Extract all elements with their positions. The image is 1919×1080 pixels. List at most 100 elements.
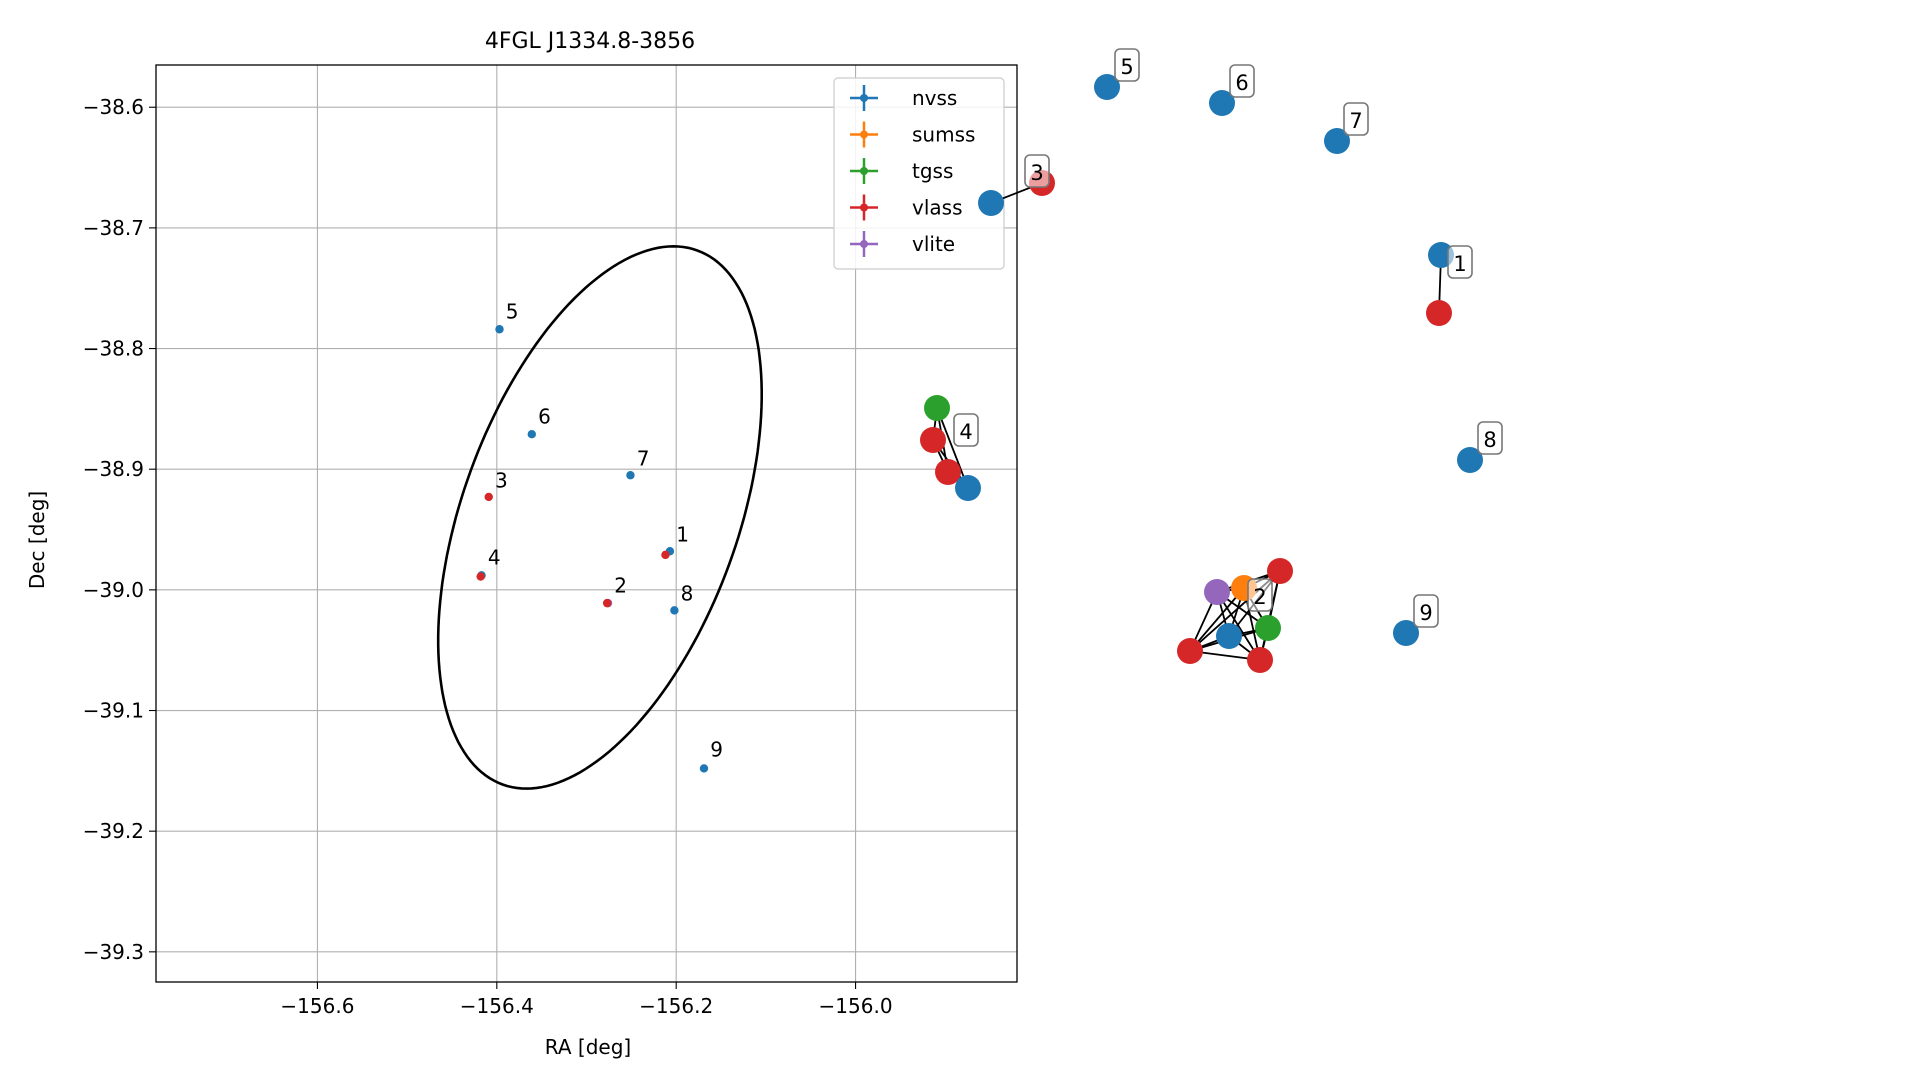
network-label: 9: [1413, 594, 1439, 628]
y-axis-ticks: −38.6 −38.7 −38.8 −38.9 −39.0 −39.1 −39.2 −39.3: [83, 95, 156, 964]
nvss-node: [1324, 128, 1350, 154]
network-label-text: 6: [1235, 71, 1248, 95]
tgss-node: [924, 395, 950, 421]
localization-ellipse-layer: [436, 244, 763, 790]
x-tick-label: −156.2: [639, 994, 713, 1018]
vlass-node: [1426, 300, 1452, 326]
legend-label: vlite: [912, 232, 955, 256]
source-label: 7: [637, 447, 650, 471]
source-label: 8: [681, 582, 694, 606]
network-label-text: 7: [1349, 109, 1362, 133]
grid-lines: [156, 65, 1017, 982]
network-label: 5: [1114, 48, 1140, 82]
y-tick-label: −39.3: [83, 940, 144, 964]
network-label: 2: [1247, 578, 1273, 612]
network-label-box: [1477, 421, 1503, 455]
network-label-text: 2: [1253, 585, 1266, 609]
nvss-point: [699, 764, 709, 773]
x-tick-label: −156.6: [280, 994, 354, 1018]
y-tick-label: −38.6: [83, 95, 144, 119]
network-label: 7: [1343, 102, 1369, 136]
x-tick-label: −156.0: [819, 994, 893, 1018]
y-tick-label: −38.8: [83, 337, 144, 361]
legend-label: nvss: [912, 86, 957, 110]
vlass-node: [1267, 558, 1293, 584]
tgss-node: [1255, 615, 1281, 641]
y-axis-label: Dec [deg]: [25, 491, 49, 589]
source-points: [476, 325, 709, 773]
nvss-point: [626, 471, 635, 480]
nvss-node: [1209, 90, 1235, 116]
legend: nvss sumss tgss vlass vlite: [833, 77, 1005, 270]
source-label: 3: [495, 468, 508, 492]
legend-marker-dot: [860, 203, 868, 212]
vlass-point: [484, 492, 493, 502]
source-label: 4: [488, 546, 501, 570]
network-edge: [1216, 591, 1261, 661]
network-label: 3: [1024, 154, 1050, 188]
nvss-node: [1094, 74, 1120, 100]
y-tick-label: −39.2: [83, 819, 144, 843]
y-tick-label: −38.7: [83, 216, 144, 240]
network-label: 1: [1447, 245, 1473, 279]
network-label-text: 5: [1120, 55, 1133, 79]
legend-label: vlass: [912, 196, 963, 220]
legend-box: [833, 77, 1005, 270]
network-label-text: 3: [1030, 161, 1043, 185]
x-axis-label: RA [deg]: [545, 1035, 631, 1059]
nvss-point: [670, 606, 679, 615]
network-label-box: [1247, 578, 1273, 612]
nvss-node: [978, 190, 1004, 216]
nvss-point: [495, 325, 504, 334]
legend-marker-dot: [860, 94, 868, 102]
vlass-point: [602, 598, 612, 608]
vlass-point: [476, 572, 485, 581]
vlass-point: [661, 550, 670, 560]
vlass-node: [935, 459, 961, 485]
network-label-box: [1024, 154, 1050, 188]
nvss-node: [1216, 623, 1242, 649]
network-label-text: 4: [959, 420, 972, 444]
source-label: 2: [614, 573, 627, 597]
legend-label: tgss: [912, 159, 953, 183]
nvss-node: [1393, 620, 1419, 646]
legend-label: sumss: [912, 123, 975, 147]
vlass-node: [1177, 638, 1203, 664]
network-label-box: [1229, 64, 1255, 98]
chart-title: 4FGL J1334.8-3856: [485, 29, 695, 54]
network-label-text: 1: [1453, 252, 1466, 276]
network-label: 8: [1477, 421, 1503, 455]
x-tick-label: −156.4: [460, 994, 534, 1018]
y-tick-label: −38.9: [83, 457, 144, 481]
x-axis-ticks: −156.6 −156.4 −156.2 −156.0: [280, 982, 893, 1018]
legend-item-nvss: nvss: [850, 85, 957, 111]
localization-ellipse: [436, 244, 763, 790]
network-label-box: [1413, 594, 1439, 628]
source-label: 9: [710, 737, 723, 761]
legend-marker-dot: [860, 240, 868, 248]
legend-marker-dot: [860, 167, 868, 175]
vlass-node: [920, 427, 946, 453]
network-label-box: [953, 413, 979, 447]
y-tick-label: −39.0: [83, 578, 144, 602]
sky-plot: 5 6 7 3 1 4 2 8 9 −156.6 −156.4 −156.2 −156.0 −38.6…: [25, 29, 1018, 1059]
network-edges: [932, 182, 1442, 661]
legend-item-vlass: vlass: [850, 194, 963, 221]
legend-item-tgss: tgss: [850, 158, 953, 184]
legend-marker-dot: [860, 130, 868, 139]
source-labels: 5 6 7 3 1 4 2 8 9: [488, 299, 723, 761]
vlass-node: [1247, 647, 1273, 673]
source-label: 6: [538, 404, 551, 428]
axes-frame: [155, 64, 1018, 983]
network-edge: [1189, 587, 1245, 652]
y-tick-label: −39.1: [83, 699, 144, 723]
nvss-node: [1457, 447, 1483, 473]
network-label-text: 8: [1483, 428, 1496, 452]
legend-item-vlite: vlite: [850, 231, 955, 257]
network-label-box: [1343, 102, 1369, 136]
source-label: 1: [676, 523, 689, 547]
network-edge: [936, 407, 969, 489]
